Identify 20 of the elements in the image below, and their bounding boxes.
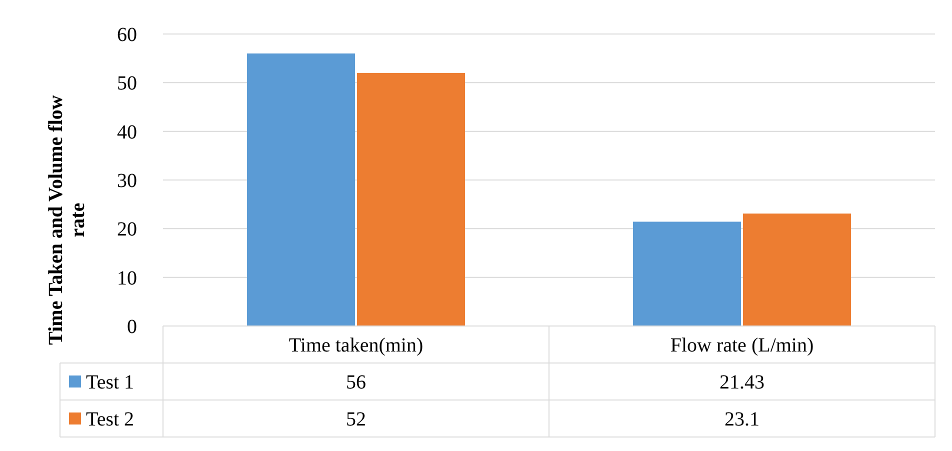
legend-label: Test 2 xyxy=(86,408,134,430)
bar xyxy=(246,53,355,326)
data-label: 21.43 xyxy=(720,372,764,394)
y-tick-label: 30 xyxy=(117,170,137,192)
bar xyxy=(632,222,741,326)
y-tick-label: 10 xyxy=(117,267,137,290)
y-tick-label: 40 xyxy=(117,121,137,144)
data-label: 23.1 xyxy=(724,408,760,430)
y-tick-label: 60 xyxy=(117,24,137,46)
data-label: 56 xyxy=(346,372,366,394)
bar xyxy=(743,214,852,326)
data-label: 52 xyxy=(346,408,366,430)
x-tick-label: Time taken(min) xyxy=(288,334,424,356)
legend-label: Test 1 xyxy=(86,372,134,394)
y-tick-label: 0 xyxy=(127,316,137,338)
x-tick-label: Flow rate (L/min) xyxy=(670,334,814,356)
bar xyxy=(357,72,466,326)
y-tick-label: 50 xyxy=(117,72,137,95)
y-axis-title: Time Taken and Volume flow rate xyxy=(45,94,89,345)
y-tick-label: 20 xyxy=(117,218,137,241)
